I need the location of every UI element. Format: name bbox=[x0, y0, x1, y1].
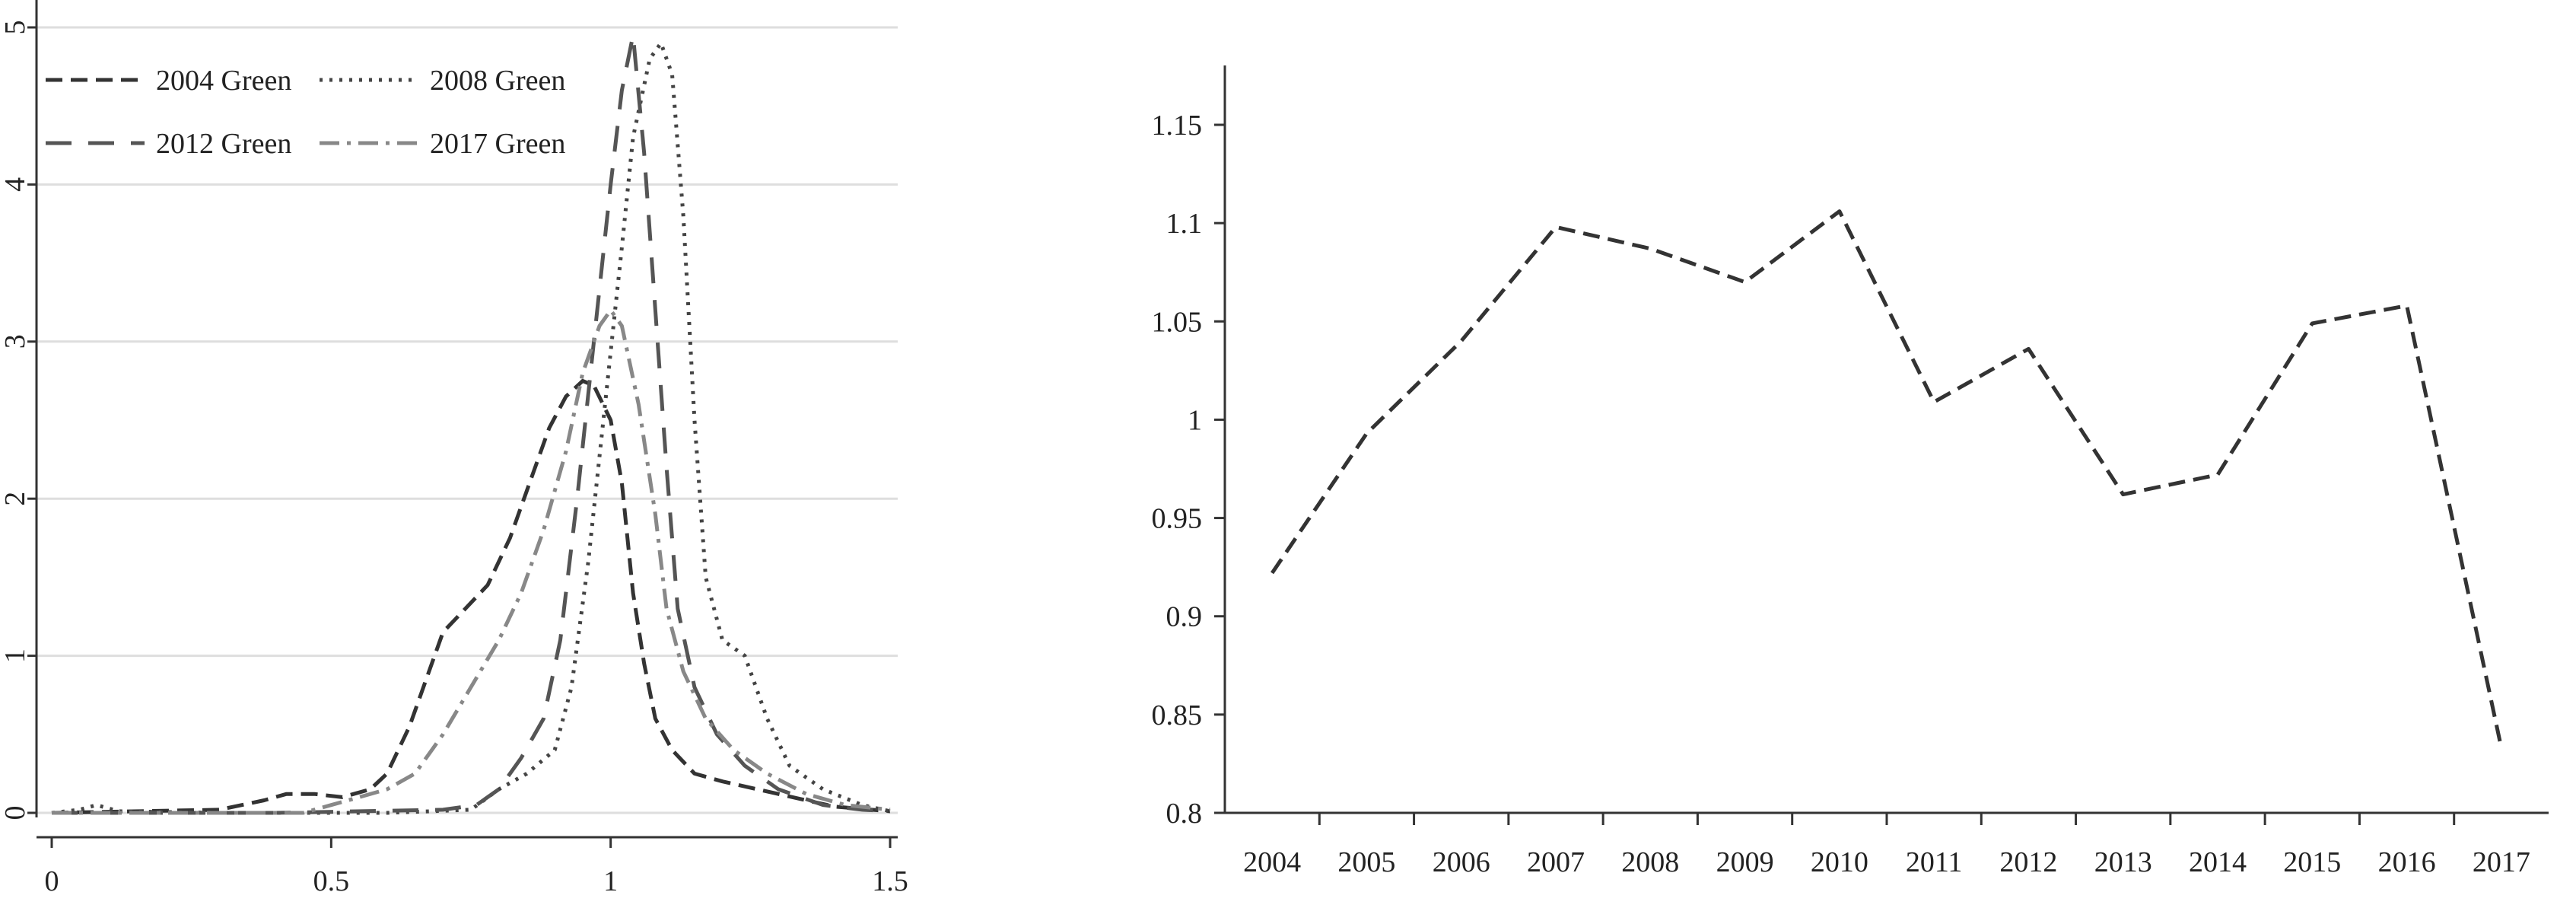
y-tick-label: 1 bbox=[1188, 404, 1202, 436]
x-tick-label: 2007 bbox=[1527, 846, 1585, 878]
x-tick-label: 2008 bbox=[1621, 846, 1679, 878]
y-tick-label: 1.15 bbox=[1152, 110, 1203, 142]
y-tick-label: 1.1 bbox=[1166, 208, 1203, 240]
y-tick-label: 0.8 bbox=[1166, 798, 1203, 830]
index-series bbox=[1271, 209, 2504, 749]
density-line bbox=[52, 308, 891, 815]
y-tick-label: 1.05 bbox=[1152, 306, 1203, 338]
legend-label: 2017 Green bbox=[430, 128, 565, 160]
index-line bbox=[1271, 209, 2504, 749]
y-tick-label: 0.95 bbox=[1152, 503, 1203, 535]
density-series bbox=[51, 33, 891, 815]
x-tick-label: 0.5 bbox=[313, 865, 350, 897]
x-tick-label: 2013 bbox=[2094, 846, 2152, 878]
x-tick-label: 1 bbox=[603, 865, 618, 897]
annual-index-chart: 0.8 0.85 0.9 0.95 1 1.05 1.1 1.15 2004 2005 2006 20… bbox=[1152, 65, 2549, 878]
x-tick-label: 2006 bbox=[1433, 846, 1490, 878]
legend: 2004 Green 2008 Green 2012 Green 2017 Green bbox=[46, 65, 565, 160]
grid-lines bbox=[37, 26, 898, 814]
legend-label: 2012 Green bbox=[156, 128, 291, 160]
kernel-density-chart: 0 1 2 3 4 5 0 0.5 1 1.5 2004 Green 2008 Green 2012 … bbox=[0, 0, 908, 897]
x-tick-label: 2017 bbox=[2473, 846, 2530, 878]
y-tick-label: 5 bbox=[0, 21, 31, 35]
y-tick-label: 1 bbox=[0, 648, 31, 663]
x-tick-label: 2010 bbox=[1811, 846, 1868, 878]
x-tick-label: 2014 bbox=[2189, 846, 2247, 878]
legend-label: 2004 Green bbox=[156, 65, 291, 97]
y-tick-label: 0 bbox=[0, 806, 31, 820]
density-line bbox=[51, 378, 891, 815]
y-tick-label: 0.85 bbox=[1152, 699, 1203, 731]
x-tick-label: 2016 bbox=[2378, 846, 2436, 878]
axes: 0 1 2 3 4 5 0 0.5 1 1.5 bbox=[0, 0, 908, 897]
x-tick-label: 2005 bbox=[1337, 846, 1395, 878]
x-tick-label: 2011 bbox=[1906, 846, 1963, 878]
legend-label: 2008 Green bbox=[430, 65, 565, 97]
y-tick-label: 3 bbox=[0, 334, 31, 349]
x-tick-label: 2004 bbox=[1243, 846, 1301, 878]
x-tick-label: 2012 bbox=[1999, 846, 2057, 878]
y-tick-label: 2 bbox=[0, 492, 31, 506]
axes: 0.8 0.85 0.9 0.95 1 1.05 1.1 1.15 2004 2005 2006 20… bbox=[1152, 65, 2549, 878]
x-tick-label: 0 bbox=[45, 865, 59, 897]
y-tick-label: 4 bbox=[0, 177, 31, 192]
x-tick-label: 2015 bbox=[2283, 846, 2341, 878]
y-tick-label: 0.9 bbox=[1166, 601, 1203, 633]
x-tick-label: 2009 bbox=[1716, 846, 1774, 878]
density-line bbox=[52, 33, 891, 815]
x-tick-label: 1.5 bbox=[872, 865, 908, 897]
